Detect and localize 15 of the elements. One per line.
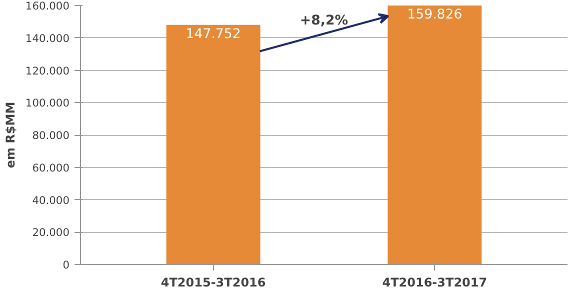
y-tick-label: 100.000 — [25, 96, 70, 110]
data-label: 159.826 — [407, 7, 462, 22]
y-tick-label: 140.000 — [25, 32, 70, 45]
y-tick-label: 0 — [62, 258, 70, 272]
annotation: +8,2% — [300, 14, 348, 29]
y-axis-title: em R$MM — [3, 102, 18, 168]
y-tick-label: 80.000 — [32, 129, 70, 142]
y-tick-label: 20.000 — [32, 226, 70, 240]
data-label: 147.752 — [186, 26, 241, 42]
y-tick-label: 160.000 — [25, 0, 70, 12]
y-tick-label: 60.000 — [32, 161, 70, 174]
y-tick-label: 40.000 — [32, 194, 70, 207]
x-tick-label: 4T2015-3T2016 — [160, 276, 266, 290]
x-tick-label: 4T2016-3T2017 — [382, 276, 488, 290]
y-tick-label: 120.000 — [25, 64, 70, 78]
